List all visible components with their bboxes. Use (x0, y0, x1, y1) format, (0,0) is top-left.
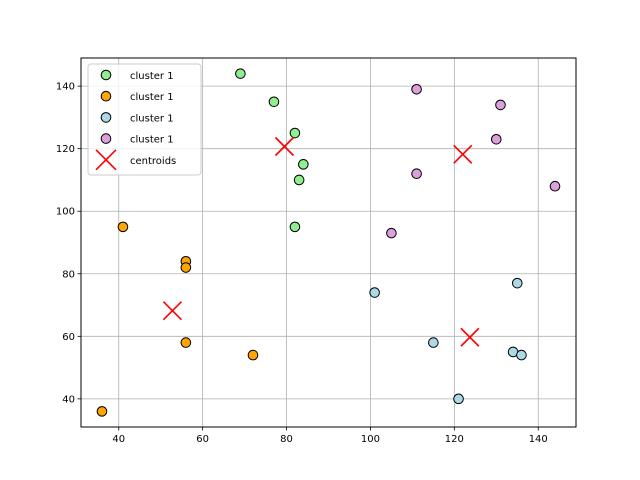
centroid-marker (453, 144, 473, 164)
legend-label: centroids (130, 156, 176, 167)
centroid-marker (162, 301, 183, 321)
legend-marker (100, 69, 112, 81)
cluster-point (490, 134, 502, 145)
legend-label: cluster 1 (130, 135, 174, 146)
legend-marker (100, 133, 112, 144)
y-tick-label: 140 (56, 82, 75, 93)
grid (81, 58, 576, 427)
cluster-point (289, 127, 301, 139)
x-tick-label: 40 (112, 434, 125, 445)
x-tick-label: 100 (361, 434, 380, 445)
x-tick-label: 80 (280, 434, 293, 445)
y-tick-label: 100 (56, 207, 75, 218)
cluster-point (549, 180, 561, 192)
cluster-point (289, 221, 301, 233)
plot-frame (80, 57, 577, 428)
legend-marker (100, 90, 112, 102)
cluster-point (268, 96, 280, 108)
x-tick-label: 120 (445, 434, 464, 445)
legend-box (87, 63, 202, 176)
cluster-point (453, 393, 464, 405)
cluster-point (235, 68, 246, 79)
y-tick-label: 40 (62, 394, 75, 405)
centroid-stroke (453, 144, 473, 164)
cluster-point (428, 337, 439, 348)
centroid-stroke (274, 136, 295, 157)
data-points (96, 68, 561, 417)
legend-marker (100, 112, 112, 123)
legend-marker-stroke (95, 149, 117, 171)
cluster-point (180, 337, 192, 348)
centroid-marker (274, 136, 295, 157)
centroid-marker (460, 327, 480, 347)
y-tick-label: 120 (56, 144, 75, 155)
centroid-stroke (162, 301, 183, 321)
y-tick-label: 80 (62, 269, 75, 280)
cluster-point (386, 227, 397, 239)
legend-label: cluster 1 (130, 71, 174, 82)
cluster-point (516, 349, 527, 361)
legend-label: cluster 1 (130, 92, 174, 103)
cluster-point (511, 277, 523, 289)
x-tick-label: 60 (196, 434, 209, 445)
y-tick-label: 60 (62, 332, 75, 343)
cluster-point (180, 262, 192, 273)
centroid-stroke (460, 327, 480, 347)
cluster-point (117, 221, 129, 233)
cluster-point (293, 174, 305, 186)
cluster-point (247, 349, 259, 361)
cluster-point (411, 168, 422, 180)
cluster-point (369, 287, 380, 298)
legend: cluster 1 cluster 1 cluster 1 cluster 1 cent… (87, 63, 202, 176)
x-tick-label: 140 (529, 434, 548, 445)
legend-label: cluster 1 (130, 113, 174, 124)
legend-marker-centroids (95, 149, 117, 171)
cluster-point (298, 159, 309, 170)
axes: 40 60 80 100 120 140 40 60 80 100 120 140 (56, 82, 548, 445)
cluster-point (495, 99, 506, 111)
cluster-point (96, 406, 108, 417)
cluster-point (411, 83, 422, 95)
